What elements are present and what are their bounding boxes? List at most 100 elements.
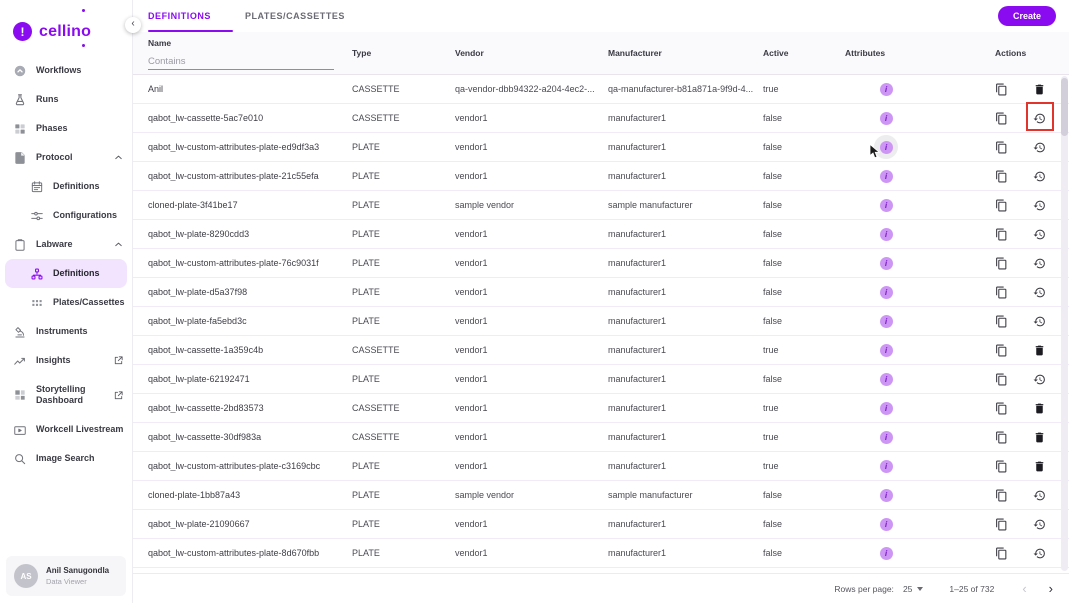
restore-button[interactable] bbox=[1033, 198, 1047, 212]
sidebar-item-protocol[interactable]: Protocol bbox=[0, 143, 132, 172]
name-filter-input[interactable] bbox=[148, 55, 334, 70]
livestream-icon bbox=[13, 423, 27, 437]
next-page-button[interactable]: › bbox=[1045, 581, 1057, 596]
sidebar-item-runs[interactable]: Runs bbox=[0, 85, 132, 114]
attributes-info-icon[interactable]: i bbox=[879, 140, 893, 154]
attributes-info-icon[interactable]: i bbox=[879, 256, 893, 270]
attributes-info-icon[interactable]: i bbox=[879, 227, 893, 241]
chevron-up-icon[interactable] bbox=[113, 152, 124, 163]
sidebar-item-workcell-livestream[interactable]: Workcell Livestream bbox=[0, 415, 132, 444]
column-header-type[interactable]: Type bbox=[352, 48, 372, 58]
cell-type: PLATE bbox=[352, 229, 380, 239]
attributes-info-icon[interactable]: i bbox=[879, 488, 893, 502]
restore-button[interactable] bbox=[1033, 227, 1047, 241]
delete-button[interactable] bbox=[1033, 82, 1047, 96]
restore-button[interactable] bbox=[1026, 102, 1054, 131]
attributes-info-icon[interactable]: i bbox=[879, 111, 893, 125]
dashboard-icon bbox=[13, 388, 27, 402]
copy-button[interactable] bbox=[995, 285, 1009, 299]
column-header-active[interactable]: Active bbox=[763, 48, 789, 58]
restore-button[interactable] bbox=[1033, 488, 1047, 502]
restore-button[interactable] bbox=[1033, 140, 1047, 154]
sidebar-item-instruments[interactable]: Instruments bbox=[0, 317, 132, 346]
copy-button[interactable] bbox=[995, 256, 1009, 270]
restore-button[interactable] bbox=[1033, 256, 1047, 270]
tab-definitions[interactable]: DEFINITIONS bbox=[148, 0, 233, 32]
chevron-up-icon[interactable] bbox=[113, 239, 124, 250]
sidebar-item-definitions[interactable]: Definitions bbox=[5, 259, 127, 288]
search-icon bbox=[13, 452, 27, 466]
rows-per-page-select[interactable]: 25 bbox=[903, 584, 924, 594]
column-header-vendor[interactable]: Vendor bbox=[455, 48, 484, 58]
sidebar-item-labware[interactable]: Labware bbox=[0, 230, 132, 259]
sidebar-item-storytelling-dashboard[interactable]: Storytelling Dashboard bbox=[0, 375, 132, 415]
restore-button[interactable] bbox=[1033, 285, 1047, 299]
restore-button[interactable] bbox=[1033, 546, 1047, 560]
sidebar-item-definitions[interactable]: Definitions bbox=[0, 172, 132, 201]
copy-button[interactable] bbox=[995, 459, 1009, 473]
attributes-info-icon[interactable]: i bbox=[879, 430, 893, 444]
attributes-info-icon[interactable]: i bbox=[879, 169, 893, 183]
cell-manufacturer: manufacturer1 bbox=[608, 287, 667, 297]
copy-button[interactable] bbox=[995, 517, 1009, 531]
cell-type: CASSETTE bbox=[352, 113, 400, 123]
sidebar-item-image-search[interactable]: Image Search bbox=[0, 444, 132, 473]
attributes-info-icon[interactable]: i bbox=[879, 82, 893, 96]
copy-button[interactable] bbox=[995, 227, 1009, 241]
delete-button[interactable] bbox=[1033, 401, 1047, 415]
sidebar-item-insights[interactable]: Insights bbox=[0, 346, 132, 375]
restore-button[interactable] bbox=[1033, 169, 1047, 183]
cell-vendor: vendor1 bbox=[455, 229, 488, 239]
copy-button[interactable] bbox=[995, 430, 1009, 444]
cell-attributes: i bbox=[845, 77, 995, 101]
attributes-info-icon[interactable]: i bbox=[879, 401, 893, 415]
attributes-info-icon[interactable]: i bbox=[879, 546, 893, 560]
attributes-info-icon[interactable]: i bbox=[879, 198, 893, 212]
sidebar-item-phases[interactable]: Phases bbox=[0, 114, 132, 143]
restore-button[interactable] bbox=[1033, 517, 1047, 531]
attributes-info-icon[interactable]: i bbox=[879, 517, 893, 531]
copy-button[interactable] bbox=[995, 372, 1009, 386]
tab-plates-cassettes[interactable]: PLATES/CASSETTES bbox=[244, 11, 345, 21]
copy-button[interactable] bbox=[995, 169, 1009, 183]
attributes-info-icon[interactable]: i bbox=[879, 372, 893, 386]
copy-button[interactable] bbox=[995, 488, 1009, 502]
attributes-info-icon[interactable]: i bbox=[879, 314, 893, 328]
create-button[interactable]: Create bbox=[997, 6, 1056, 26]
user-card[interactable]: AS Anil Sanugondla Data Viewer bbox=[6, 556, 126, 596]
copy-button[interactable] bbox=[995, 401, 1009, 415]
cell-active: false bbox=[763, 258, 783, 268]
sidebar-item-plates-cassettes[interactable]: Plates/Cassettes bbox=[0, 288, 132, 317]
delete-button[interactable] bbox=[1033, 343, 1047, 357]
attributes-info-icon[interactable]: i bbox=[879, 285, 893, 299]
copy-button[interactable] bbox=[995, 546, 1009, 560]
copy-button[interactable] bbox=[995, 111, 1009, 125]
delete-button[interactable] bbox=[1033, 430, 1047, 444]
sidebar-item-label: Storytelling Dashboard bbox=[36, 383, 86, 405]
copy-button[interactable] bbox=[995, 343, 1009, 357]
restore-icon bbox=[1033, 373, 1047, 386]
copy-button[interactable] bbox=[995, 198, 1009, 212]
cell-type: CASSETTE bbox=[352, 345, 400, 355]
attributes-info-icon[interactable]: i bbox=[879, 343, 893, 357]
table-scrollbar-thumb[interactable] bbox=[1061, 78, 1068, 136]
table-row: qabot_lw-cassette-1a359c4b CASSETTE vendor… bbox=[133, 336, 1069, 365]
cell-vendor: vendor1 bbox=[455, 316, 488, 326]
restore-icon bbox=[1033, 170, 1047, 183]
sidebar-item-workflows[interactable]: Workflows bbox=[0, 56, 132, 85]
sidebar-item-configurations[interactable]: Configurations bbox=[0, 201, 132, 230]
sidebar-item-label: Insights bbox=[36, 354, 71, 365]
column-header-manufacturer[interactable]: Manufacturer bbox=[608, 48, 662, 58]
delete-button[interactable] bbox=[1033, 459, 1047, 473]
copy-button[interactable] bbox=[995, 82, 1009, 96]
previous-page-button[interactable]: ‹ bbox=[1018, 581, 1030, 596]
restore-button[interactable] bbox=[1033, 372, 1047, 386]
copy-icon bbox=[995, 228, 1009, 241]
sidebar-collapse-button[interactable]: ‹ bbox=[125, 17, 141, 33]
restore-button[interactable] bbox=[1033, 314, 1047, 328]
column-header-actions: Actions bbox=[995, 48, 1027, 58]
logo-dot-bottom bbox=[82, 44, 85, 47]
copy-button[interactable] bbox=[995, 314, 1009, 328]
attributes-info-icon[interactable]: i bbox=[879, 459, 893, 473]
copy-button[interactable] bbox=[995, 140, 1009, 154]
